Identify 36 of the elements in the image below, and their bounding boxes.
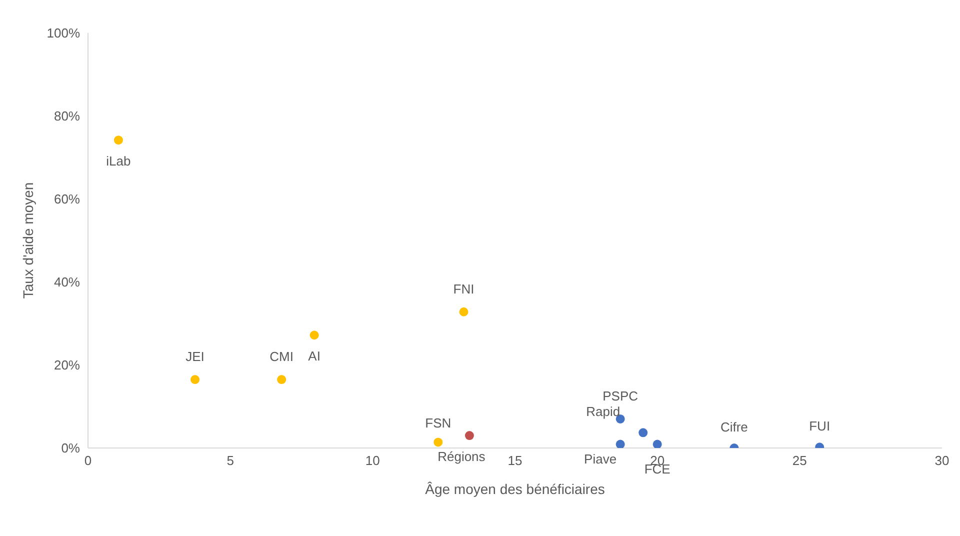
point bbox=[114, 136, 123, 145]
annotation: PSPC bbox=[602, 388, 638, 404]
annotation: FUI bbox=[809, 418, 830, 434]
annotation: FSN bbox=[425, 416, 452, 431]
annotation: Piave bbox=[584, 452, 617, 467]
annotation: Rapid bbox=[586, 404, 620, 420]
x-tick-label: 25 bbox=[792, 453, 807, 468]
x-tick-label: 15 bbox=[508, 453, 522, 468]
y-tick-label: 20% bbox=[54, 358, 80, 373]
annotation: Cifre bbox=[720, 419, 748, 434]
point bbox=[652, 440, 662, 448]
y-tick-label: 0% bbox=[61, 440, 80, 456]
y-tick-label: 100% bbox=[46, 26, 80, 41]
x-tick-label: 0 bbox=[84, 453, 92, 468]
annotation: JEI bbox=[186, 348, 204, 364]
point bbox=[464, 431, 474, 440]
x-axis-title: Âge moyen des bénéficiaires bbox=[425, 481, 605, 497]
y-tick-label: 40% bbox=[54, 274, 80, 290]
x-tick-label: 10 bbox=[365, 453, 380, 468]
y-tick-label: 60% bbox=[54, 192, 80, 207]
x-tick-label: 5 bbox=[226, 453, 234, 468]
point bbox=[310, 330, 319, 340]
annotation: iLab bbox=[106, 154, 131, 169]
annotation: Régions bbox=[438, 448, 486, 464]
annotation: CMI bbox=[270, 348, 294, 364]
point bbox=[277, 375, 286, 384]
point bbox=[190, 375, 200, 384]
annotation: FNI bbox=[453, 281, 474, 296]
point bbox=[638, 428, 648, 438]
point bbox=[434, 438, 443, 447]
annotation: AI bbox=[308, 348, 320, 364]
y-axis-title: Taux d'aide moyen bbox=[20, 182, 36, 299]
point bbox=[459, 307, 468, 316]
x-tick-label: 30 bbox=[934, 453, 950, 468]
y-tick-label: 80% bbox=[54, 108, 80, 124]
point bbox=[616, 440, 625, 448]
